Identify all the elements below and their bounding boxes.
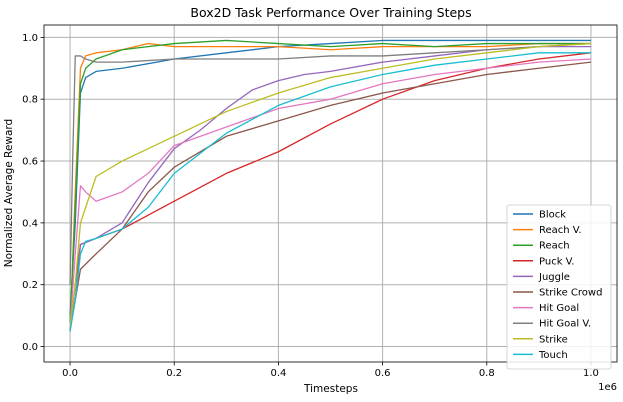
y-tick-label: 0.8 <box>22 95 38 106</box>
legend-label: Strike Crowd <box>539 288 602 299</box>
x-tick-label: 0.4 <box>270 368 286 379</box>
y-tick-label: 0.2 <box>22 280 38 291</box>
plot-frame <box>43 24 618 363</box>
y-tick-label: 1.0 <box>22 33 38 44</box>
legend-label: Strike <box>539 334 568 345</box>
legend-label: Reach V. <box>539 225 582 236</box>
axis-ticks: 0.0 0.2 0.4 0.6 0.8 1.0 0.0 0.2 0.4 0.6 0.8 1.0 <box>22 33 599 379</box>
series-line-hit-goal <box>69 58 591 329</box>
x-offset-label: 1e6 <box>598 382 617 393</box>
x-tick-label: 0.6 <box>375 368 391 379</box>
x-tick-label: 0.8 <box>479 368 495 379</box>
x-tick-label: 1.0 <box>583 368 599 379</box>
y-tick-label: 0.6 <box>22 157 38 168</box>
legend-label: Hit Goal <box>539 303 579 314</box>
x-axis-label: Timesteps <box>303 383 358 395</box>
series-line-block <box>69 39 591 316</box>
series-line-strike <box>69 42 591 329</box>
legend-label: Reach <box>539 241 570 252</box>
x-tick-label: 0.0 <box>62 368 78 379</box>
legend: Block Reach V. Reach Puck V. Juggle Strike Cr… <box>506 204 612 370</box>
legend-box <box>506 204 612 370</box>
series-line-strike-crowd <box>69 61 592 329</box>
series-line-touch <box>69 52 591 332</box>
y-axis-label: Normalized Average Reward <box>3 119 15 267</box>
y-tick-label: 0.0 <box>22 342 38 353</box>
legend-label: Block <box>539 210 566 221</box>
series-line-reach-v <box>69 42 591 332</box>
x-tick-label: 0.2 <box>166 368 182 379</box>
series-line-reach <box>69 39 591 322</box>
series-lines <box>69 39 592 332</box>
chart-title: Box2D Task Performance Over Training Ste… <box>190 5 471 20</box>
legend-label: Hit Goal V. <box>539 319 591 330</box>
y-tick-label: 0.4 <box>22 218 38 229</box>
legend-label: Touch <box>538 350 568 361</box>
series-line-hit-goal-v <box>69 42 591 285</box>
legend-label: Juggle <box>538 272 570 283</box>
legend-label: Puck V. <box>539 256 574 267</box>
